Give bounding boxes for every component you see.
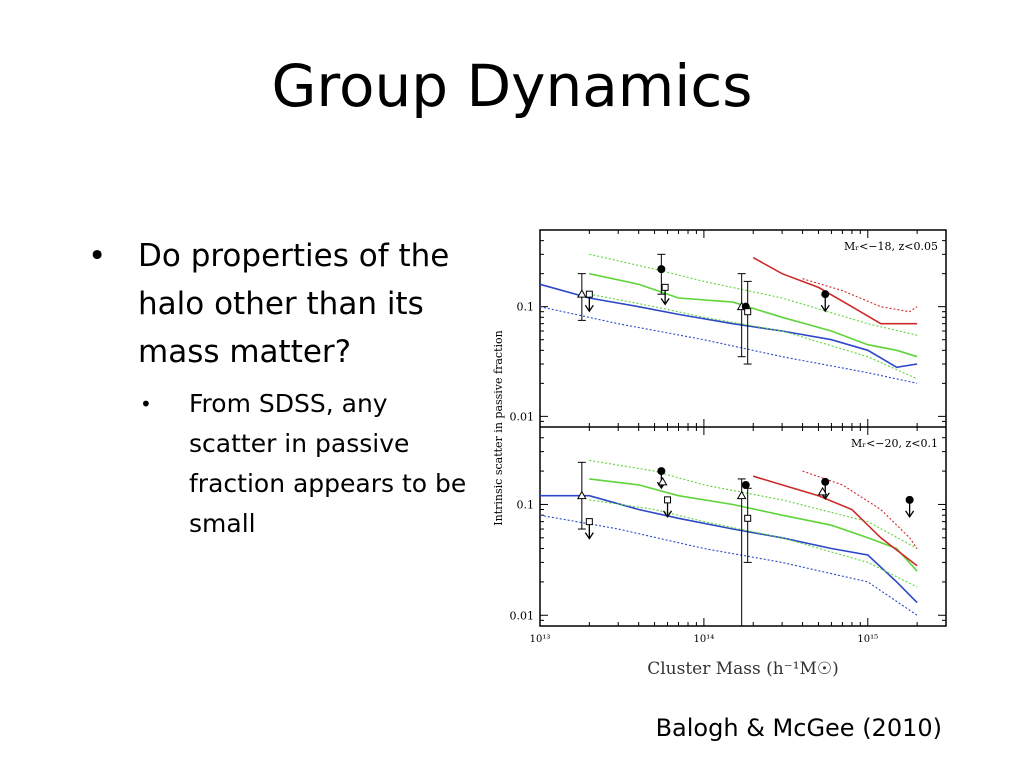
sub-bullet-text: From SDSS, any scatter in passive fracti…	[189, 389, 467, 538]
series-line	[540, 494, 918, 604]
slide-title: Group Dynamics	[271, 52, 753, 120]
sub-bullet-marker: •	[140, 392, 152, 416]
chart-figure: 0.1 0.01 Mᵣ<−18, z<0.05 0.1 0.01 Mᵣ<−20, z<0.…	[480, 222, 960, 682]
series-line	[539, 283, 918, 369]
y-tick-label: 0.1	[517, 498, 535, 511]
sub-bullet-item: • From SDSS, any scatter in passive frac…	[88, 384, 468, 544]
data-point-triangle	[657, 476, 668, 486]
series-line	[589, 272, 918, 358]
upper-limit-arrowhead	[584, 304, 594, 313]
upper-limit-arrowhead	[905, 510, 915, 519]
bullet-item: • Do properties of the halo other than i…	[88, 232, 468, 376]
series-scatter-band	[589, 459, 918, 549]
series-scatter-band	[589, 253, 918, 336]
y-tick-label: 0.01	[510, 410, 535, 423]
upper-limit-arrowhead	[660, 297, 670, 306]
series-scatter-band	[539, 514, 918, 616]
panel-label: Mᵣ<−18, z<0.05	[844, 240, 938, 253]
series-scatter-band	[802, 470, 918, 549]
y-axis-title: Intrinsic scatter in passive fraction	[492, 330, 505, 525]
data-point-square	[661, 283, 669, 291]
series-line	[752, 475, 918, 567]
data-point-square	[585, 518, 593, 526]
data-point-circle	[821, 290, 830, 299]
data-point-circle	[821, 477, 830, 486]
series-line	[589, 478, 918, 572]
x-tick-label: 10¹⁴	[694, 634, 715, 645]
x-tick-label: 10¹³	[530, 634, 551, 645]
data-point-square	[744, 514, 752, 522]
bullet-list: • Do properties of the halo other than i…	[88, 232, 468, 544]
upper-limit-arrowhead	[584, 532, 594, 540]
data-point-square	[585, 290, 593, 298]
y-tick-label: 0.01	[510, 609, 535, 622]
x-axis-title: Cluster Mass (h⁻¹M☉)	[647, 659, 839, 679]
bullet-marker: •	[88, 238, 107, 274]
data-point-square	[664, 496, 672, 504]
series-line	[752, 256, 918, 325]
x-tick-label: 10¹⁵	[857, 634, 878, 645]
y-tick-label: 0.1	[517, 301, 535, 314]
series-scatter-band	[589, 293, 918, 380]
data-point-circle	[905, 495, 914, 504]
chart-svg: 0.1 0.01 Mᵣ<−18, z<0.05 0.1 0.01 Mᵣ<−20, z<0.…	[492, 229, 947, 679]
data-point-triangle	[576, 289, 587, 298]
data-point-triangle	[576, 490, 587, 500]
upper-limit-arrowhead	[820, 304, 830, 313]
data-point-circle	[741, 480, 750, 489]
data-point-circle	[657, 265, 666, 274]
data-point-triangle	[817, 486, 828, 496]
series-scatter-band	[589, 499, 918, 588]
bullet-text: Do properties of the halo other than its…	[138, 238, 450, 370]
data-point-circle	[657, 467, 666, 476]
series-scatter-band	[539, 306, 918, 384]
panel-label: Mᵣ<−20, z<0.1	[851, 437, 938, 450]
series-scatter-band	[802, 278, 918, 313]
upper-limit-arrowhead	[662, 510, 673, 519]
data-point-triangle	[736, 490, 747, 500]
citation: Balogh & McGee (2010)	[655, 714, 942, 742]
data-point-square	[744, 308, 752, 316]
